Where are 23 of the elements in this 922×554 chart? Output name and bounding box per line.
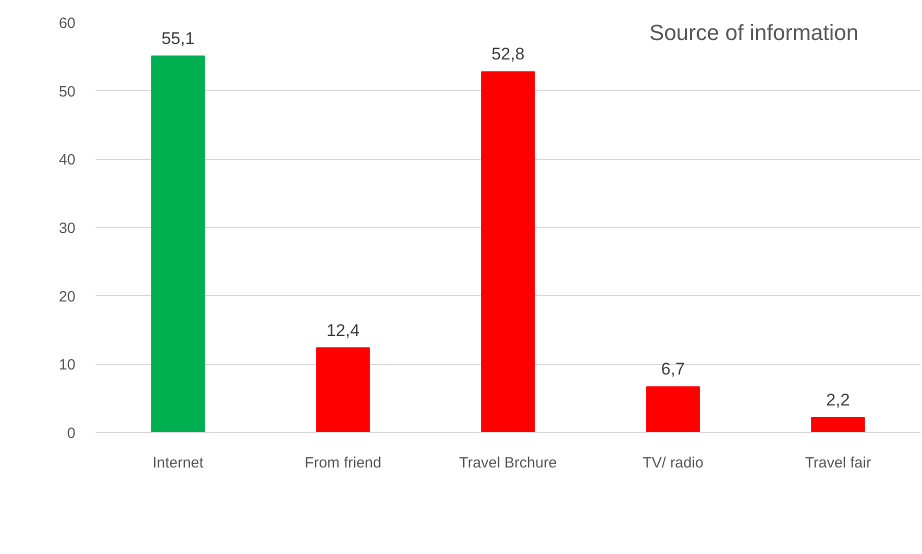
- data-label: 55,1: [161, 28, 195, 48]
- data-label: 12,4: [326, 320, 360, 340]
- y-tick-label: 10: [58, 356, 76, 374]
- bar: [646, 386, 700, 432]
- x-tick-label: Travel fair: [804, 454, 872, 472]
- bar: [316, 347, 370, 432]
- y-tick-label: 40: [58, 152, 76, 169]
- data-label: 52,8: [491, 44, 525, 64]
- y-tick-label: 60: [58, 15, 76, 32]
- x-tick-label: TV/ radio: [642, 454, 704, 472]
- chart-title: Source of information: [649, 20, 858, 45]
- y-tick-label: 30: [58, 220, 76, 237]
- bar: [811, 416, 865, 432]
- x-tick-label: Travel Brchure: [459, 454, 557, 472]
- x-tick-label: From friend: [304, 454, 382, 472]
- data-label: 6,7: [661, 360, 685, 379]
- data-label: 2,2: [826, 390, 850, 410]
- y-tick-label: 0: [67, 425, 76, 442]
- x-tick-label: Internet: [152, 454, 204, 472]
- y-tick-label: 50: [58, 83, 76, 100]
- bar: [481, 71, 535, 432]
- bar: [151, 55, 205, 432]
- y-tick-label: 20: [58, 288, 76, 306]
